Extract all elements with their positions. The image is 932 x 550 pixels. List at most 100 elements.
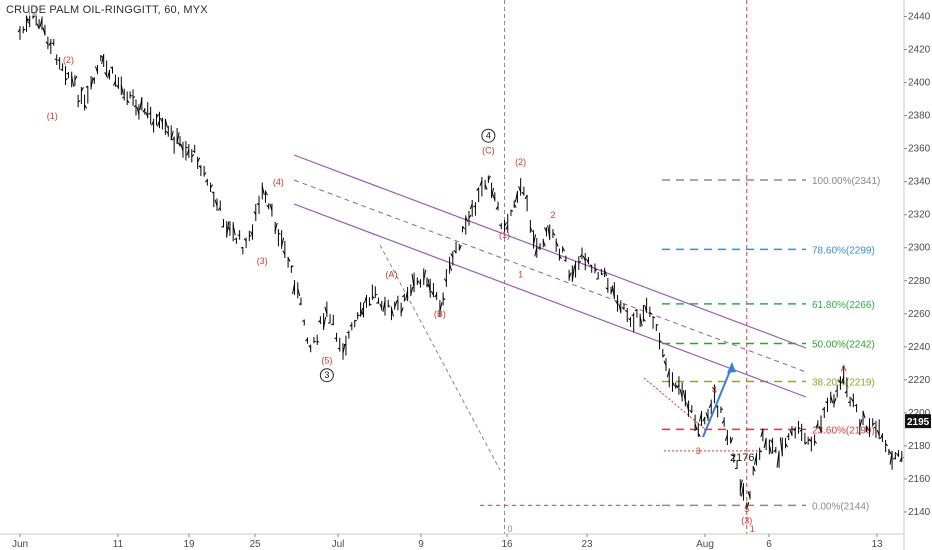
price-tick bbox=[720, 408, 724, 411]
x-tick-label: 16 bbox=[501, 539, 513, 550]
y-tick-label: 2180 bbox=[908, 441, 931, 452]
price-tick bbox=[649, 312, 653, 315]
price-tick bbox=[776, 450, 780, 468]
price-tick bbox=[104, 71, 108, 76]
y-tick-label: 2160 bbox=[908, 474, 931, 485]
fib-level-label: 78.60%(2299) bbox=[812, 245, 875, 256]
price-tick bbox=[888, 450, 892, 455]
price-tick bbox=[443, 278, 447, 282]
price-tick bbox=[253, 211, 257, 215]
price-tick bbox=[552, 232, 556, 236]
price-tick bbox=[371, 295, 375, 299]
price-tick bbox=[873, 426, 877, 429]
price-tick bbox=[221, 225, 224, 228]
price-tick bbox=[434, 294, 438, 298]
y-tick-label: 2320 bbox=[908, 210, 931, 221]
time-marker-label: 1 bbox=[750, 524, 755, 534]
price-tick bbox=[442, 297, 446, 301]
price-tick bbox=[250, 231, 254, 236]
price-tick bbox=[872, 422, 876, 426]
price-tick bbox=[495, 205, 499, 210]
price-tick bbox=[427, 279, 431, 294]
x-tick-label: 23 bbox=[581, 539, 593, 550]
price-tick bbox=[278, 232, 281, 235]
price-tick bbox=[555, 241, 559, 247]
price-tick bbox=[198, 165, 202, 169]
price-tick bbox=[768, 444, 772, 454]
price-tick bbox=[473, 205, 476, 208]
price-tick bbox=[142, 108, 146, 113]
price-tick bbox=[628, 318, 631, 321]
price-tick bbox=[792, 428, 796, 431]
price-tick bbox=[589, 264, 593, 267]
price-tick bbox=[376, 301, 379, 304]
price-tick bbox=[256, 203, 260, 206]
wave-label: 3 bbox=[696, 446, 701, 456]
x-tick-label: 11 bbox=[113, 539, 124, 550]
price-tick bbox=[439, 302, 443, 312]
price-tick bbox=[643, 318, 646, 322]
price-tick bbox=[354, 319, 357, 322]
price-tick bbox=[712, 386, 715, 391]
x-tick-label: 6 bbox=[766, 539, 772, 550]
price-tick bbox=[17, 29, 21, 33]
price-tick bbox=[148, 112, 151, 115]
price-tick bbox=[596, 278, 599, 280]
price-tick bbox=[534, 246, 538, 257]
wave-label: (3) bbox=[741, 516, 752, 526]
price-tick bbox=[542, 240, 546, 247]
price-tick bbox=[197, 157, 201, 163]
price-tick bbox=[859, 419, 863, 428]
price-tick bbox=[176, 132, 180, 144]
price-tick bbox=[721, 419, 725, 424]
price-tick bbox=[165, 130, 169, 135]
price-tick bbox=[662, 354, 666, 358]
y-tick-label: 2440 bbox=[908, 12, 931, 23]
price-tick bbox=[621, 307, 625, 310]
price-tick bbox=[337, 347, 340, 350]
price-tick bbox=[450, 253, 454, 258]
price-tick bbox=[702, 417, 706, 422]
price-tick bbox=[217, 207, 221, 211]
price-tick bbox=[305, 338, 308, 342]
x-tick-label: Aug bbox=[696, 539, 714, 550]
price-tick bbox=[663, 360, 667, 366]
target-price-label: 2176 bbox=[730, 452, 754, 464]
price-tick bbox=[390, 307, 394, 317]
price-tick bbox=[210, 184, 213, 189]
price-tick bbox=[342, 343, 346, 354]
price-tick bbox=[74, 75, 78, 81]
price-tick bbox=[821, 407, 825, 411]
price-tick bbox=[343, 343, 347, 346]
x-tick-label: 9 bbox=[418, 539, 424, 550]
fib-level-label: 23.60%(2190) bbox=[812, 425, 875, 436]
price-tick bbox=[430, 290, 434, 296]
price-tick bbox=[492, 194, 496, 201]
wave-label: (B) bbox=[434, 309, 446, 319]
circled-wave-marker bbox=[319, 368, 334, 383]
wave-label: (1) bbox=[499, 230, 510, 240]
price-tick bbox=[604, 270, 608, 277]
price-tick bbox=[708, 403, 712, 408]
price-tick bbox=[266, 204, 270, 209]
x-tick-label: 25 bbox=[249, 539, 261, 550]
y-tick-label: 2280 bbox=[908, 276, 931, 287]
price-tick bbox=[533, 234, 537, 245]
y-tick-label: 2380 bbox=[908, 111, 931, 122]
wedge-line bbox=[643, 377, 707, 431]
trend-guide-line bbox=[379, 244, 501, 471]
price-tick bbox=[120, 84, 124, 95]
price-tick bbox=[297, 288, 301, 296]
price-tick bbox=[45, 41, 49, 45]
price-tick bbox=[290, 265, 294, 268]
price-tick bbox=[798, 426, 801, 430]
price-tick bbox=[885, 443, 888, 447]
price-tick bbox=[624, 310, 628, 313]
price-tick bbox=[672, 381, 675, 387]
circled-wave-label: 3 bbox=[324, 370, 329, 380]
price-tick bbox=[308, 344, 312, 349]
price-tick bbox=[682, 390, 686, 402]
price-tick bbox=[449, 263, 453, 271]
price-tick bbox=[133, 104, 137, 108]
